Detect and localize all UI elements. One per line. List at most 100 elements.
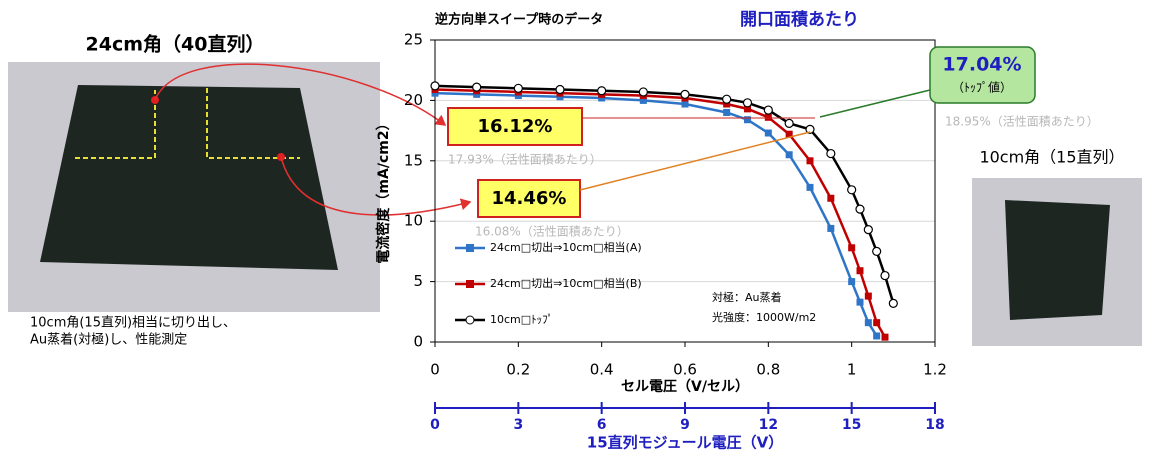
- point: [827, 194, 835, 202]
- plot-frame: [434, 39, 936, 343]
- legend-marker: [466, 280, 474, 288]
- point: [847, 185, 857, 195]
- cut-outline: [206, 88, 300, 159]
- y-axis-label: 電流密度（mA/cm2）: [375, 116, 392, 263]
- point: [722, 94, 732, 104]
- annotation: （ﾄｯﾌﾟ値）: [952, 80, 1012, 95]
- leader: [819, 89, 931, 118]
- legend-label: 24cm□切出⇒10cm□相当(A): [490, 240, 642, 254]
- x2-tick-label: 3: [513, 417, 523, 433]
- legend-label: 24cm□切出⇒10cm□相当(B): [490, 276, 642, 290]
- annotation: 16.12%: [478, 116, 553, 137]
- point: [744, 105, 751, 113]
- point: [723, 108, 731, 116]
- photo-title: 10cm角（15直列）: [979, 148, 1124, 167]
- x2-tick-label: 9: [680, 417, 690, 433]
- x-tick-label: 0.6: [673, 361, 697, 379]
- annotation: 17.93%（活性面積あたり）: [448, 152, 602, 167]
- y-tick-label: 5: [413, 272, 423, 290]
- point: [681, 100, 689, 108]
- y-tick-label: 15: [404, 151, 423, 169]
- point: [598, 94, 606, 102]
- chart-subtitle: 開口面積あたり: [740, 9, 859, 30]
- point: [872, 246, 882, 256]
- annotation: 対極：Au蒸着: [712, 290, 782, 304]
- point: [848, 244, 856, 252]
- x2-tick-label: 15: [842, 417, 861, 433]
- x-axis-label: セル電圧（V/セル）: [621, 378, 749, 395]
- point: [555, 84, 565, 95]
- leader: [579, 131, 811, 191]
- x-tick-label: 0: [430, 361, 440, 379]
- legend-marker: [465, 315, 475, 325]
- point: [873, 332, 881, 340]
- photo-caption: 10cm角(15直列)相当に切り出し、: [30, 316, 236, 331]
- point: [639, 96, 647, 104]
- point: [472, 82, 482, 92]
- chart-title: 逆方向単スイープ時のデータ: [435, 12, 603, 28]
- annotation: 18.95%（活性面積あたり）: [945, 114, 1099, 129]
- point: [723, 100, 731, 108]
- point: [785, 130, 793, 138]
- cut-outline: [75, 90, 156, 159]
- point: [888, 298, 898, 308]
- point: [806, 183, 814, 191]
- x2-tick-label: 6: [597, 417, 607, 433]
- y-tick-label: 10: [404, 212, 423, 230]
- point: [473, 90, 481, 98]
- photo-caption: Au蒸着(対極)し、性能測定: [30, 332, 187, 348]
- point: [597, 86, 607, 96]
- y-tick-label: 20: [404, 91, 423, 109]
- annotation: 14.46%: [492, 188, 567, 209]
- point: [431, 89, 439, 97]
- annotation: 17.04%: [942, 54, 1021, 76]
- x-tick-label: 0.4: [590, 361, 614, 379]
- x2-tick-label: 0: [430, 417, 440, 433]
- x-tick-label: 0.2: [506, 361, 530, 379]
- point: [856, 267, 864, 275]
- point: [744, 116, 751, 124]
- annotation: 16.08%（活性面積あたり）: [475, 224, 629, 239]
- point: [806, 157, 814, 165]
- arrow: [154, 63, 447, 126]
- x2-axis-label: 15直列モジュール電圧（V）: [587, 434, 783, 452]
- x2-tick-label: 12: [759, 417, 778, 433]
- point: [680, 89, 690, 99]
- point: [742, 98, 753, 108]
- point: [864, 319, 872, 327]
- annotation: 光強度：1000W/m2: [712, 310, 816, 324]
- point: [764, 113, 772, 121]
- x2-tick-label: 18: [925, 417, 944, 433]
- photo-title: 24cm角（40直列）: [86, 33, 265, 56]
- point: [863, 225, 873, 235]
- point: [513, 83, 523, 93]
- series-line: [434, 88, 887, 338]
- point: [880, 270, 890, 281]
- point: [805, 124, 815, 134]
- point: [764, 129, 772, 137]
- point: [864, 292, 872, 300]
- x-tick-label: 1: [847, 361, 857, 379]
- point: [430, 81, 440, 91]
- callout: [929, 46, 1036, 104]
- legend-label: 10cm□ﾄｯﾌﾟ: [490, 313, 553, 326]
- arrow: [280, 156, 472, 216]
- point: [826, 148, 836, 159]
- callout: [447, 107, 583, 146]
- y-tick-label: 0: [413, 333, 423, 351]
- point: [848, 278, 856, 286]
- point: [827, 224, 835, 232]
- point: [763, 105, 773, 115]
- legend-marker: [466, 244, 474, 252]
- cell-panel: [1005, 200, 1110, 320]
- x-tick-label: 1.2: [923, 361, 947, 379]
- y-tick-label: 25: [404, 31, 423, 49]
- point: [855, 204, 865, 214]
- point: [881, 333, 889, 341]
- point: [873, 319, 881, 327]
- point: [556, 93, 564, 101]
- cell-panel: [40, 85, 338, 270]
- point: [785, 151, 793, 159]
- x-tick-label: 0.8: [756, 361, 780, 379]
